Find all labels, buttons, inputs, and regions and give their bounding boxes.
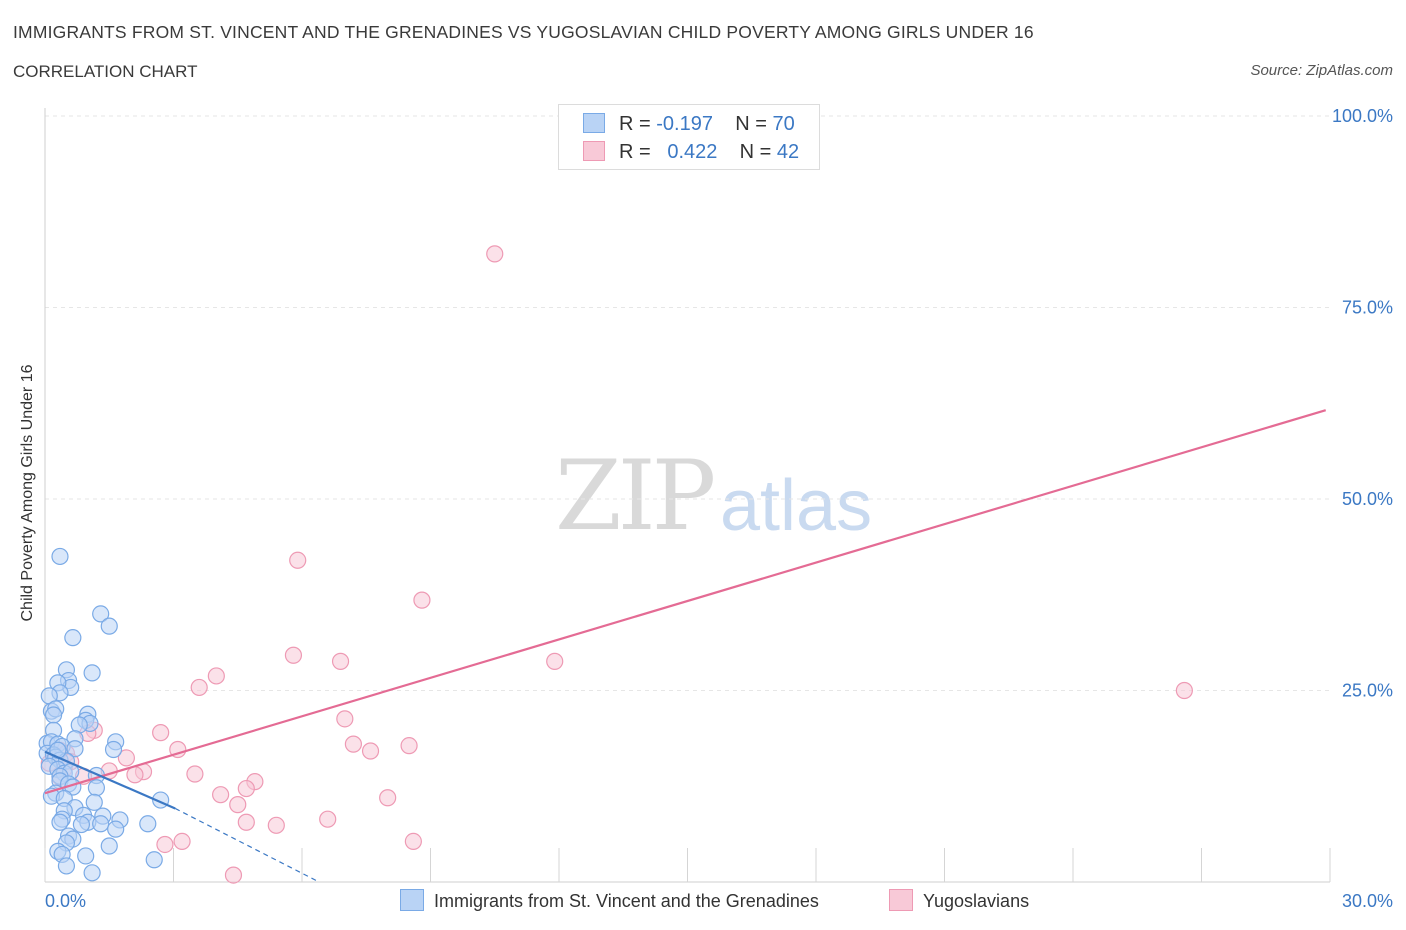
data-point-st-vincent xyxy=(72,815,91,834)
data-point-st-vincent xyxy=(51,813,69,831)
bottom-legend-label-blue: Immigrants from St. Vincent and the Gren… xyxy=(434,891,819,911)
data-point-st-vincent xyxy=(92,815,110,833)
legend-n-value: 42 xyxy=(776,141,800,163)
bottom-legend-item-blue: Immigrants from St. Vincent and the Gren… xyxy=(400,889,819,912)
data-point-st-vincent xyxy=(104,740,123,759)
data-point-yugoslavians xyxy=(173,832,191,851)
bottom-legend-item-pink: Yugoslavians xyxy=(889,889,1029,912)
data-point-yugoslavians xyxy=(319,810,337,828)
data-point-yugoslavians xyxy=(289,551,307,569)
data-point-yugoslavians xyxy=(400,737,418,755)
axes xyxy=(44,108,1331,883)
data-point-yugoslavians xyxy=(1175,681,1193,700)
data-point-st-vincent xyxy=(64,629,82,647)
data-point-yugoslavians xyxy=(336,710,354,728)
legend-row-blue: R = -0.197 N = 70 xyxy=(583,113,795,135)
data-point-yugoslavians xyxy=(237,813,255,831)
legend-n-label: N = xyxy=(735,113,767,135)
legend-r-value: -0.197 xyxy=(656,113,713,135)
data-point-st-vincent xyxy=(92,605,110,623)
y-tick-label: 50.0% xyxy=(1342,489,1393,509)
data-point-yugoslavians xyxy=(267,816,285,834)
x-tick-label: 30.0% xyxy=(1342,891,1393,911)
data-point-yugoslavians xyxy=(152,724,170,742)
data-point-yugoslavians xyxy=(546,652,564,670)
legend-r-label: R = xyxy=(619,141,651,163)
data-point-st-vincent xyxy=(83,664,101,682)
bottom-legend-swatch-blue xyxy=(400,889,424,911)
data-point-st-vincent xyxy=(100,617,118,635)
data-point-st-vincent xyxy=(44,706,63,724)
source-label: Source: ZipAtlas.com xyxy=(1250,62,1393,79)
data-point-st-vincent xyxy=(85,793,103,811)
legend-r-label: R = xyxy=(619,113,651,135)
watermark-zip: ZIP xyxy=(555,440,716,552)
data-point-yugoslavians xyxy=(237,779,255,798)
data-point-st-vincent xyxy=(77,847,95,865)
trend-line-yugoslavians xyxy=(44,409,1327,795)
data-point-st-vincent xyxy=(57,857,76,875)
chart-title: IMMIGRANTS FROM ST. VINCENT AND THE GREN… xyxy=(13,22,1034,42)
data-point-yugoslavians xyxy=(344,735,362,753)
data-point-yugoslavians xyxy=(284,646,303,664)
data-point-yugoslavians xyxy=(361,742,380,760)
data-point-st-vincent xyxy=(83,864,101,882)
trend-lines xyxy=(44,409,1327,883)
y-tick-label: 75.0% xyxy=(1342,298,1393,318)
data-point-yugoslavians xyxy=(190,678,208,697)
data-point-st-vincent xyxy=(87,779,106,797)
data-point-yugoslavians xyxy=(413,591,431,609)
legend-r-value: 0.422 xyxy=(667,141,718,163)
watermark-atlas: atlas xyxy=(720,466,873,546)
y-tick-label: 25.0% xyxy=(1342,681,1393,701)
legend-swatch-pink xyxy=(583,141,605,161)
data-point-yugoslavians xyxy=(379,789,397,807)
chart-subtitle: CORRELATION CHART xyxy=(13,62,198,81)
data-point-yugoslavians xyxy=(156,835,174,854)
data-point-st-vincent xyxy=(51,547,69,566)
data-point-st-vincent xyxy=(100,837,118,855)
data-point-yugoslavians xyxy=(224,866,243,884)
grid-lines xyxy=(45,115,1330,691)
data-point-yugoslavians xyxy=(212,786,230,804)
data-point-yugoslavians xyxy=(169,740,187,759)
y-tick-label: 100.0% xyxy=(1332,106,1393,126)
bottom-legend-label-pink: Yugoslavians xyxy=(923,891,1030,911)
data-points xyxy=(38,107,1193,884)
data-point-yugoslavians xyxy=(207,667,225,685)
trend-line-st-vincent xyxy=(44,750,176,810)
data-point-yugoslavians xyxy=(229,796,247,814)
data-point-st-vincent xyxy=(145,851,163,869)
legend-n-value: 70 xyxy=(772,113,795,135)
tick-labels: 25.0% 50.0% 75.0% 100.0% 0.0% 30.0% xyxy=(45,106,1393,911)
data-point-st-vincent xyxy=(139,815,157,833)
legend-n-label: N = xyxy=(739,141,772,163)
data-point-yugoslavians xyxy=(404,832,422,851)
data-point-st-vincent xyxy=(66,740,84,758)
data-point-yugoslavians xyxy=(117,749,135,767)
data-point-yugoslavians xyxy=(331,652,350,670)
legend-swatch-blue xyxy=(583,113,605,133)
data-point-yugoslavians xyxy=(186,765,204,783)
bottom-legend-swatch-pink xyxy=(889,889,913,911)
data-point-yugoslavians xyxy=(486,245,504,263)
correlation-legend: R = -0.197 N = 70 R = 0.422 N = 42 xyxy=(558,104,820,170)
data-point-yugoslavians xyxy=(126,766,144,784)
x-tick-label: 0.0% xyxy=(45,891,86,911)
data-point-st-vincent xyxy=(107,820,125,838)
legend-row-pink: R = 0.422 N = 42 xyxy=(583,141,799,163)
